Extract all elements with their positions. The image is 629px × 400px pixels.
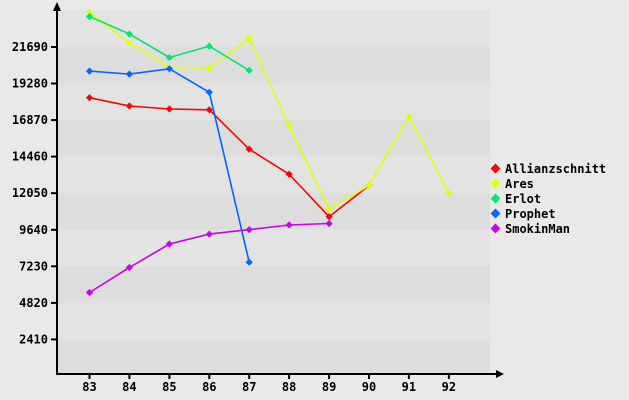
series-marker-ares-90: [365, 182, 373, 190]
x-tick-label: 87: [242, 380, 256, 394]
x-tick-label: 85: [162, 380, 176, 394]
series-marker-erlot-85: [165, 53, 173, 62]
series-marker-erlot-86: [205, 42, 213, 50]
plot-band: [58, 266, 490, 303]
series-marker-smokinman-84: [125, 263, 133, 272]
series-marker-allianzschnitt-88: [285, 170, 293, 178]
legend-item-allianzschnitt: Allianzschnitt: [490, 161, 607, 176]
y-tick-label: 12050: [12, 186, 48, 200]
plot-band: [58, 156, 490, 194]
x-tick-label: 92: [442, 380, 456, 394]
series-marker-smokinman-86: [205, 230, 213, 238]
plot-band: [58, 339, 490, 374]
y-tick-label: 19280: [12, 77, 48, 91]
series-marker-ares-86: [205, 64, 213, 72]
x-tick-label: 84: [122, 380, 136, 394]
series-marker-prophet-87: [245, 258, 253, 266]
y-tick-label: 2410: [19, 332, 48, 346]
series-marker-ares-88: [285, 122, 293, 130]
series-marker-erlot-84: [125, 30, 133, 38]
legend-marker-icon: [490, 208, 501, 219]
series-marker-smokinman-89: [325, 219, 333, 228]
legend-marker-icon: [490, 223, 501, 234]
plot-band: [58, 302, 490, 340]
series-marker-allianzschnitt-83: [85, 94, 94, 102]
y-tick-label: 14460: [12, 150, 48, 164]
legend-item-prophet: Prophet: [490, 206, 606, 221]
series-marker-ares-84: [125, 39, 133, 47]
series-marker-prophet-85: [165, 65, 173, 73]
series-line-allianzschnitt: [89, 96, 370, 218]
series-marker-allianzschnitt-84: [125, 102, 133, 110]
legend-label: SmokinMan: [505, 221, 571, 236]
legend-label: Allianzschnitt: [505, 161, 607, 176]
series-marker-allianzschnitt-87: [245, 145, 253, 153]
x-tick-label: 88: [282, 380, 296, 394]
series-marker-ares-87: [245, 34, 253, 43]
legend-label: Ares: [505, 176, 534, 191]
x-tick-label: 89: [322, 380, 336, 394]
series-marker-erlot-87: [245, 66, 253, 74]
legend-marker-icon: [490, 163, 501, 174]
plot-band: [58, 83, 490, 120]
legend-item-smokinman: SmokinMan: [490, 221, 606, 236]
legend-item-ares: Ares: [490, 176, 606, 191]
plot-band: [58, 47, 490, 84]
x-axis-arrow-icon: [496, 370, 504, 378]
series-line-ares: [89, 11, 450, 211]
x-tick-label: 91: [402, 380, 416, 394]
series-marker-prophet-86: [205, 88, 213, 96]
y-tick-label: 9640: [19, 223, 48, 237]
plot-band: [58, 193, 490, 230]
y-tick-label: 4820: [19, 296, 48, 310]
legend: Allianzschnitt Ares Erlot Prophet SmokinMan: [490, 161, 607, 236]
legend-marker-icon: [490, 178, 501, 189]
series-marker-ares-91: [405, 113, 413, 121]
series-marker-smokinman-83: [85, 288, 94, 297]
y-tick-label: 16870: [12, 113, 48, 127]
series-marker-smokinman-88: [285, 221, 293, 229]
legend-label: Erlot: [505, 191, 542, 206]
series-marker-allianzschnitt-85: [165, 105, 173, 113]
y-tick-label: 7230: [19, 259, 48, 273]
series-marker-allianzschnitt-86: [205, 106, 213, 114]
x-tick-label: 90: [362, 380, 376, 394]
x-tick-label: 86: [202, 380, 216, 394]
series-marker-allianzschnitt-89: [325, 213, 333, 221]
plot-band: [58, 120, 490, 157]
series-marker-smokinman-85: [165, 240, 173, 248]
series-marker-ares-83: [85, 8, 94, 16]
legend-label: Prophet: [505, 206, 556, 221]
series-marker-smokinman-87: [245, 226, 253, 234]
series-marker-prophet-83: [85, 67, 94, 75]
plot-band: [58, 10, 490, 47]
legend-item-erlot: Erlot: [490, 191, 606, 206]
series-marker-erlot-83: [85, 12, 94, 21]
legend-marker-icon: [490, 193, 501, 204]
series-marker-prophet-84: [125, 70, 133, 78]
series-marker-ares-89: [325, 205, 333, 213]
series-marker-ares-92: [445, 189, 453, 197]
plot-band: [58, 229, 490, 267]
x-tick-label: 83: [82, 380, 96, 394]
y-axis-arrow-icon: [53, 2, 61, 11]
y-tick-label: 21690: [12, 40, 48, 54]
